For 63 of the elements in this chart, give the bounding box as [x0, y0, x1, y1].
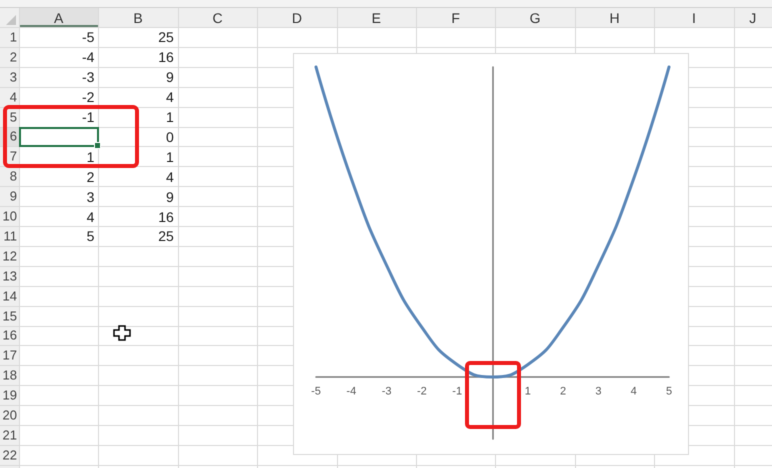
data-label: 16 — [158, 208, 174, 225]
data-label: 16 — [158, 49, 174, 66]
y-tick-label: 19 — [2, 388, 17, 403]
data-label: -3 — [82, 69, 94, 86]
y-tick-label: 12 — [2, 248, 17, 264]
data-label: -2 — [82, 89, 94, 106]
x-tick-label: C — [212, 10, 223, 26]
x-tick-label: 1 — [524, 386, 531, 398]
x-tick-label: F — [451, 10, 460, 26]
data-label: 1 — [166, 148, 174, 165]
data-label: 25 — [158, 228, 174, 244]
x-tick-label: -3 — [382, 386, 392, 398]
y-tick-label: 20 — [2, 408, 17, 423]
y-tick-label: 13 — [2, 268, 17, 284]
x-tick-label: -5 — [311, 386, 321, 398]
data-label: 2 — [86, 168, 94, 185]
data-label: -4 — [82, 49, 94, 66]
y-tick-label: 3 — [10, 69, 17, 84]
x-tick-label: 3 — [595, 386, 602, 398]
data-label: -1 — [82, 109, 94, 126]
y-tick-label: 16 — [2, 328, 17, 343]
y-tick-label: 4 — [10, 89, 17, 104]
x-tick-label: A — [54, 10, 64, 26]
y-tick-label: 15 — [2, 308, 17, 324]
y-tick-label: 9 — [10, 188, 17, 204]
x-tick-label: 4 — [630, 386, 637, 398]
y-tick-label: 21 — [2, 427, 17, 442]
data-label: 3 — [86, 188, 94, 205]
x-tick-label: 5 — [666, 386, 672, 398]
x-tick-label: -4 — [346, 386, 356, 398]
y-tick-label: 17 — [2, 348, 17, 363]
x-tick-label: H — [609, 10, 620, 26]
x-tick-label: B — [133, 10, 143, 26]
data-label: 1 — [86, 148, 94, 165]
x-tick-label: -1 — [452, 386, 462, 398]
x-tick-label: G — [530, 10, 541, 26]
data-label: 5 — [86, 228, 94, 244]
data-label: 25 — [158, 29, 174, 46]
y-tick-label: 11 — [4, 228, 17, 244]
data-label: 4 — [166, 89, 174, 106]
x-tick-label: E — [372, 10, 381, 26]
y-tick-label: 14 — [2, 288, 17, 304]
x-tick-label: 2 — [560, 386, 566, 398]
y-tick-label: 22 — [2, 447, 17, 462]
data-label: 1 — [166, 109, 174, 126]
y-tick-label: 6 — [10, 128, 17, 144]
data-label: 4 — [166, 168, 174, 185]
y-tick-label: 2 — [10, 49, 17, 64]
data-label: -5 — [82, 29, 94, 46]
y-tick-label: 1 — [10, 29, 17, 44]
y-tick-label: 8 — [10, 168, 17, 184]
data-label: 4 — [86, 208, 94, 225]
x-tick-label: D — [292, 10, 302, 26]
y-tick-label: 7 — [10, 148, 17, 164]
y-tick-label: 18 — [2, 368, 17, 383]
x-tick-label: I — [692, 10, 696, 26]
data-label: 9 — [166, 188, 174, 205]
x-tick-label: J — [749, 10, 756, 26]
data-label: 9 — [166, 69, 174, 86]
y-tick-label: 5 — [10, 109, 17, 124]
y-tick-label: 10 — [2, 208, 17, 224]
data-label: 0 — [166, 128, 174, 145]
x-tick-label: -2 — [417, 386, 427, 398]
